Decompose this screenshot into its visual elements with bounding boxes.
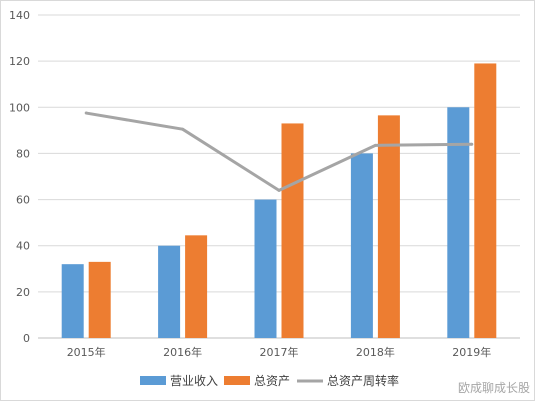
bars xyxy=(61,63,497,339)
bar-总资产-2015年 xyxy=(88,261,111,338)
turnover-line xyxy=(84,111,474,192)
line-point-2017年 xyxy=(277,188,281,192)
grid-lines xyxy=(38,14,520,339)
line-series-总资产周转率 xyxy=(85,111,472,192)
x-tick-label: 2018年 xyxy=(356,345,395,359)
bar-营业收入-2019年 xyxy=(447,107,470,339)
line-point-2018年 xyxy=(373,143,377,147)
legend: 营业收入 总资产 总资产周转率 xyxy=(140,373,399,388)
watermark: 欧成聊成长股 xyxy=(457,381,530,395)
y-tick-label: 100 xyxy=(9,101,30,114)
y-tick-label: 0 xyxy=(23,332,30,345)
line-point-2019年 xyxy=(470,142,474,146)
x-tick-label: 2016年 xyxy=(163,345,202,359)
x-axis-tick-labels: 2015年 2016年 2017年 2018年 2019年 xyxy=(67,345,492,359)
x-tick-label: 2017年 xyxy=(260,345,299,359)
bar-总资产-2016年 xyxy=(185,235,208,338)
x-tick-label: 2019年 xyxy=(452,345,491,359)
y-tick-label: 80 xyxy=(16,147,30,160)
bar-营业收入-2016年 xyxy=(158,245,181,338)
y-tick-label: 120 xyxy=(9,55,30,68)
legend-label-营业收入: 营业收入 xyxy=(170,374,218,388)
x-tick-label: 2015年 xyxy=(67,345,106,359)
legend-swatch-营业收入 xyxy=(140,376,166,385)
bar-营业收入-2018年 xyxy=(350,153,373,338)
y-tick-label: 20 xyxy=(16,286,30,299)
legend-label-总资产周转率: 总资产周转率 xyxy=(327,373,399,388)
legend-swatch-总资产 xyxy=(224,376,250,385)
line-point-2016年 xyxy=(181,127,185,131)
bar-总资产-2018年 xyxy=(377,115,400,338)
bar-营业收入-2015年 xyxy=(61,264,84,338)
bar-总资产-2017年 xyxy=(281,123,304,338)
y-tick-label: 40 xyxy=(16,240,30,253)
legend-label-总资产: 总资产 xyxy=(254,374,290,388)
y-tick-label: 60 xyxy=(16,194,30,207)
y-tick-label: 140 xyxy=(9,9,30,22)
y-axis-tick-labels: 0 20 40 60 80 100 120 140 xyxy=(9,9,30,345)
bar-营业收入-2017年 xyxy=(254,199,277,338)
bar-总资产-2019年 xyxy=(474,63,497,338)
line-point-2015年 xyxy=(84,111,88,115)
